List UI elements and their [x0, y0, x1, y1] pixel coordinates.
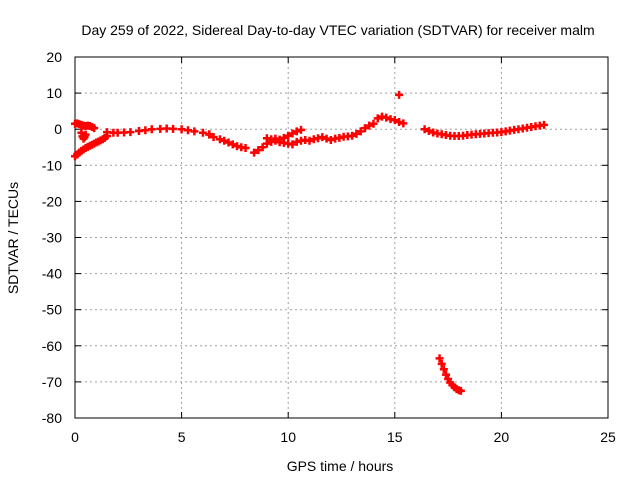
data-point: [81, 130, 90, 139]
data-point: [540, 120, 549, 129]
x-axis-title: GPS time / hours: [287, 458, 394, 474]
series-early-lower: [71, 132, 111, 161]
data-point: [437, 359, 446, 368]
data-point: [241, 143, 250, 152]
data-point: [279, 133, 288, 142]
data-point: [215, 135, 224, 144]
y-tick-label: -40: [42, 266, 62, 282]
data-point: [435, 354, 444, 363]
y-tick-label: -60: [42, 338, 62, 354]
series-main-3: [250, 121, 374, 157]
data-point: [441, 370, 450, 379]
y-tick-label: -70: [42, 374, 62, 390]
data-point: [352, 129, 361, 138]
data-point: [326, 136, 335, 145]
x-tick-label: 20: [494, 429, 510, 445]
data-point: [288, 129, 297, 138]
data-point: [90, 124, 99, 133]
y-tick-label: -80: [42, 410, 62, 426]
tick-labels: 0 5 10 15 20 25 20 10 0 -10 -20 -30 -40 -50 -60 -70 -80: [42, 49, 616, 445]
data-point: [420, 125, 429, 134]
data-point: [395, 90, 404, 99]
y-tick-label: -30: [42, 230, 62, 246]
series-main-2: [205, 130, 250, 152]
data-point: [198, 128, 207, 137]
data-points: [71, 90, 549, 395]
series-main-1: [102, 124, 214, 139]
data-point: [318, 133, 327, 142]
data-point: [360, 124, 369, 133]
data-point: [395, 117, 404, 126]
series-late-drop: [435, 354, 465, 395]
axis-ticks: [74, 56, 609, 419]
data-point: [254, 146, 263, 155]
data-point: [220, 136, 229, 145]
data-point: [382, 113, 391, 122]
x-tick-label: 25: [600, 429, 616, 445]
x-tick-label: 15: [387, 429, 403, 445]
data-point: [228, 140, 237, 149]
data-point: [322, 134, 331, 143]
y-tick-label: 0: [54, 121, 62, 137]
data-point: [147, 125, 156, 134]
data-point: [305, 136, 314, 145]
y-tick-label: -50: [42, 302, 62, 318]
data-point: [292, 127, 301, 136]
chart-title: Day 259 of 2022, Sidereal Day-to-day VTE…: [81, 22, 594, 38]
data-point: [456, 386, 465, 395]
data-point: [224, 138, 233, 147]
data-point: [369, 119, 378, 128]
series-main-5: [369, 112, 408, 128]
data-point: [373, 114, 382, 123]
data-point: [250, 148, 259, 157]
data-point: [439, 365, 448, 374]
data-point: [365, 121, 374, 130]
data-point: [424, 127, 433, 136]
data-point: [209, 133, 218, 142]
series-main-4: [262, 125, 305, 144]
x-tick-label: 0: [71, 429, 79, 445]
y-tick-label: -10: [42, 157, 62, 173]
data-point: [348, 131, 357, 140]
x-tick-label: 10: [280, 429, 296, 445]
data-point: [390, 116, 399, 125]
data-point: [296, 125, 305, 134]
data-point: [356, 127, 365, 136]
y-axis-title: SDTVAR / TECUs: [5, 182, 21, 294]
x-tick-label: 5: [178, 429, 186, 445]
series-late: [420, 120, 549, 141]
data-point: [205, 130, 214, 139]
data-point: [169, 124, 178, 133]
data-point: [399, 119, 408, 128]
data-point: [288, 140, 297, 149]
series-early-upper: [71, 119, 99, 133]
data-point: [284, 131, 293, 140]
data-point: [258, 143, 267, 152]
data-point: [190, 127, 199, 136]
y-tick-label: 10: [46, 85, 62, 101]
data-point: [275, 135, 284, 144]
y-tick-label: -20: [42, 193, 62, 209]
y-tick-label: 20: [46, 49, 62, 65]
series-early-dip: [77, 128, 90, 143]
series-outlier: [395, 90, 404, 99]
data-point: [126, 128, 135, 137]
